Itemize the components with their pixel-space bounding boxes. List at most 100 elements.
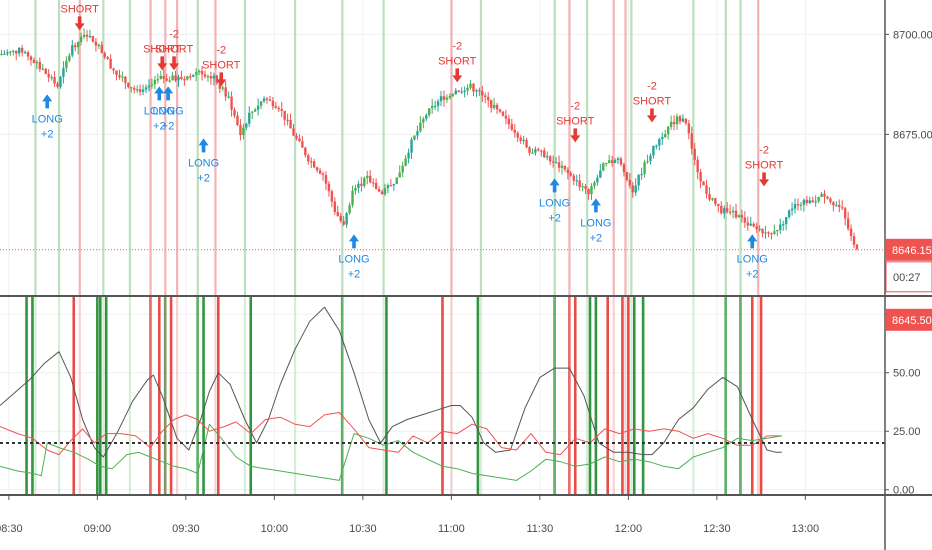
candle-down xyxy=(796,204,800,206)
candle-up xyxy=(407,152,410,159)
candle-down xyxy=(625,172,629,180)
candle-up xyxy=(681,118,685,122)
long-signal-label: LONG xyxy=(338,253,369,265)
candle-down xyxy=(74,45,77,48)
signal-zone-red xyxy=(176,0,179,296)
candle-down xyxy=(112,68,115,71)
signal-zone-green xyxy=(739,0,742,296)
candle-up xyxy=(640,174,643,176)
candle-down xyxy=(743,217,747,223)
candle-up xyxy=(758,228,761,230)
signal-zone-red xyxy=(78,0,81,296)
indicator-bar-green xyxy=(249,296,253,495)
signal-zone-green xyxy=(341,0,344,296)
candle-down xyxy=(472,83,475,92)
candle-up xyxy=(749,223,752,226)
candle-down xyxy=(44,68,47,74)
candle-down xyxy=(548,156,552,162)
indicator-zone-red xyxy=(149,296,152,495)
candle-up xyxy=(475,90,478,92)
short-arrow-icon xyxy=(216,72,227,87)
candle-up xyxy=(808,200,811,204)
candle-down xyxy=(339,215,342,222)
indicator-line-di-minus xyxy=(0,412,782,456)
price-candles xyxy=(0,28,859,251)
candle-down xyxy=(20,47,24,53)
candle-down xyxy=(56,83,59,87)
indicator-zone-red xyxy=(612,296,615,495)
candle-down xyxy=(540,150,543,152)
candle-up xyxy=(345,212,348,225)
short-signal-label: -2 xyxy=(647,80,657,92)
long-signal-label: LONG xyxy=(144,105,175,117)
indicator-bar-red xyxy=(72,296,76,495)
candle-down xyxy=(286,119,289,121)
candle-down xyxy=(587,189,590,195)
candle-down xyxy=(183,79,186,81)
candle-down xyxy=(277,107,280,110)
short-signal: SHORT xyxy=(60,3,99,31)
indicator-bar-green xyxy=(196,296,199,495)
signal-zone-green xyxy=(586,0,589,296)
indicator-zone-green xyxy=(196,296,199,495)
short-signal: -2 SHORT xyxy=(202,44,241,87)
candle-down xyxy=(127,82,130,88)
indicator-zone-green xyxy=(586,296,589,495)
candle-down xyxy=(133,88,136,90)
long-signal-label: +2 xyxy=(153,120,166,132)
candle-down xyxy=(761,228,764,234)
candle-down xyxy=(487,96,490,101)
candle-up xyxy=(221,87,224,89)
candle-up xyxy=(398,172,401,178)
candle-up xyxy=(554,162,558,164)
candle-down xyxy=(832,202,835,206)
indicator-tick-label: 50.00 xyxy=(893,368,921,380)
candle-up xyxy=(227,96,230,98)
long-arrow-icon xyxy=(549,178,560,193)
candle-up xyxy=(669,121,673,127)
indicator-bar-green xyxy=(340,296,344,495)
candle-up xyxy=(560,165,564,168)
candle-up xyxy=(147,85,151,88)
candle-up xyxy=(168,80,171,82)
candle-down xyxy=(38,61,42,70)
candle-down xyxy=(501,111,505,116)
candle-down xyxy=(537,149,540,151)
candle-up xyxy=(737,215,741,218)
candle-down xyxy=(53,77,56,84)
candle-up xyxy=(445,97,449,100)
short-signal: SHORT xyxy=(143,43,182,71)
indicator-lines xyxy=(0,306,885,481)
candle-down xyxy=(740,215,744,218)
candle-up xyxy=(675,116,679,125)
candle-down xyxy=(584,186,587,190)
candle-down xyxy=(295,135,298,139)
candle-down xyxy=(342,221,345,225)
candle-down xyxy=(292,128,295,136)
indicator-bar-red xyxy=(573,296,577,495)
candle-down xyxy=(174,75,177,81)
long-signal-label: LONG xyxy=(580,217,611,229)
candle-up xyxy=(522,139,525,142)
candle-down xyxy=(47,73,50,78)
candle-down xyxy=(321,173,325,175)
time-tick-label: 12:00 xyxy=(615,523,643,535)
long-signal-label: LONG xyxy=(153,105,184,117)
candle-up xyxy=(253,109,257,112)
candle-down xyxy=(551,161,555,163)
candle-down xyxy=(569,173,573,176)
candle-down xyxy=(377,188,381,192)
candle-down xyxy=(513,129,516,133)
long-signal-label: +2 xyxy=(41,128,54,140)
candle-down xyxy=(543,150,546,158)
candle-up xyxy=(448,95,452,98)
indicator-zone-green xyxy=(34,296,37,495)
candle-up xyxy=(664,134,667,138)
signal-zone-green xyxy=(382,0,385,296)
short-signal: -2 SHORT xyxy=(556,100,595,143)
signal-zone-red xyxy=(624,0,627,296)
short-arrow-icon xyxy=(759,172,770,187)
short-signal: -2 SHORT xyxy=(633,80,671,123)
